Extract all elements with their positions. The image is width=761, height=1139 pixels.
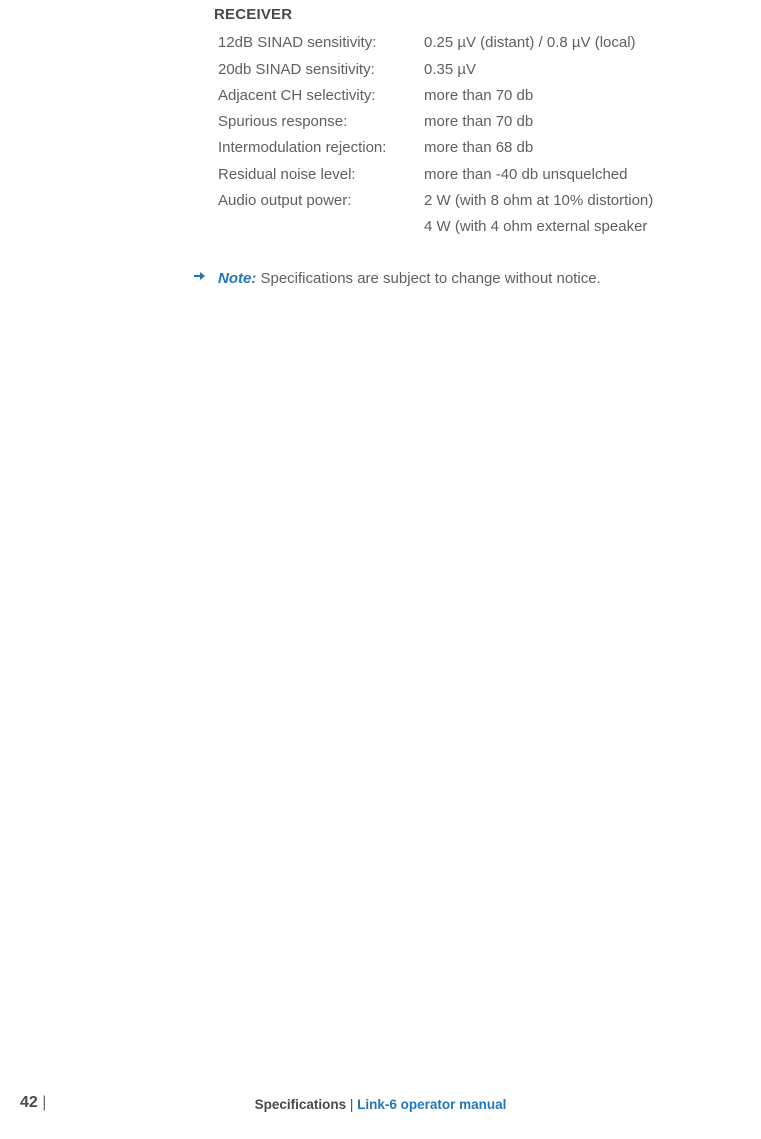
section-heading: RECEIVER: [214, 2, 744, 28]
spec-row: 4 W (with 4 ohm external speaker: [214, 214, 744, 240]
spec-row: Intermodulation rejection: more than 68 …: [214, 135, 744, 161]
spec-row: Adjacent CH selectivity: more than 70 db: [214, 83, 744, 109]
footer-divider: |: [346, 1097, 357, 1112]
page-number-value: 42: [20, 1094, 38, 1111]
spec-label: 20db SINAD sensitivity:: [214, 57, 424, 83]
page-number-bar: |: [38, 1094, 47, 1111]
spec-row: Spurious response: more than 70 db: [214, 109, 744, 135]
spec-table: 12dB SINAD sensitivity: 0.25 µV (distant…: [214, 30, 744, 240]
spec-value: 4 W (with 4 ohm external speaker: [424, 214, 647, 240]
spec-label: Spurious response:: [214, 109, 424, 135]
spec-row: 20db SINAD sensitivity: 0.35 µV: [214, 57, 744, 83]
spec-value: 0.35 µV: [424, 57, 476, 83]
footer-doc-title: Link-6 operator manual: [357, 1097, 506, 1112]
spec-value: 0.25 µV (distant) / 0.8 µV (local): [424, 30, 636, 56]
note-text: Specifications are subject to change wit…: [256, 270, 600, 287]
spec-label: [214, 214, 424, 240]
spec-value: more than 70 db: [424, 109, 533, 135]
arrow-right-icon: [192, 266, 218, 292]
page-footer: 42 | Specifications | Link-6 operator ma…: [0, 1093, 761, 1117]
footer-center: Specifications | Link-6 operator manual: [0, 1093, 761, 1117]
spec-label: Residual noise level:: [214, 162, 424, 188]
spec-label: Audio output power:: [214, 188, 424, 214]
spec-label: Adjacent CH selectivity:: [214, 83, 424, 109]
spec-row: 12dB SINAD sensitivity: 0.25 µV (distant…: [214, 30, 744, 56]
spec-value: more than 70 db: [424, 83, 533, 109]
page-number: 42 |: [20, 1089, 46, 1117]
spec-label: Intermodulation rejection:: [214, 135, 424, 161]
note-block: Note: Specifications are subject to chan…: [192, 266, 744, 292]
footer-section-name: Specifications: [255, 1097, 347, 1112]
note-body: Note: Specifications are subject to chan…: [218, 266, 601, 292]
spec-label: 12dB SINAD sensitivity:: [214, 30, 424, 56]
spec-value: more than -40 db unsquelched: [424, 162, 627, 188]
note-label: Note:: [218, 270, 256, 287]
spec-value: 2 W (with 8 ohm at 10% distortion): [424, 188, 653, 214]
spec-row: Residual noise level: more than -40 db u…: [214, 162, 744, 188]
spec-row: Audio output power: 2 W (with 8 ohm at 1…: [214, 188, 744, 214]
content-area: RECEIVER 12dB SINAD sensitivity: 0.25 µV…: [214, 2, 744, 293]
spec-value: more than 68 db: [424, 135, 533, 161]
